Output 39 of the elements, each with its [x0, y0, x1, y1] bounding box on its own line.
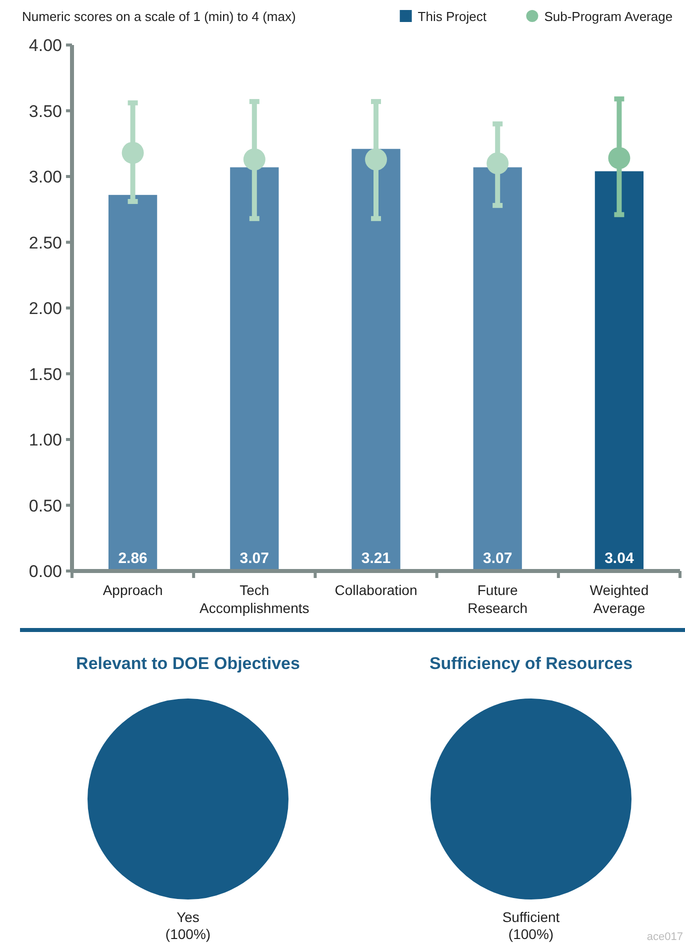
data-label: 3.04 — [604, 550, 634, 567]
point — [122, 142, 144, 164]
data-label: 3.07 — [483, 550, 512, 567]
y-tick-label: 1.00 — [28, 430, 62, 450]
point — [243, 148, 266, 170]
slice-label: Sufficient — [502, 909, 560, 925]
chart-title: Relevant to DOE Objectives — [76, 654, 300, 673]
point — [608, 147, 630, 170]
y-tick-label: 1.50 — [28, 364, 62, 384]
chart-title: Numeric scores on a scale of 1 (min) to 4 (max) — [22, 9, 296, 24]
bar — [594, 171, 644, 571]
legend-label: Sub-Program Average — [544, 9, 673, 24]
x-tick-label: Future Research — [468, 582, 528, 616]
data-label: 2.86 — [118, 550, 148, 567]
data-label: 3.07 — [240, 550, 269, 567]
y-tick-label: 3.00 — [28, 168, 62, 186]
data-label: (100%) — [508, 926, 554, 942]
slice-label: Yes — [176, 909, 200, 925]
y-tick-label: 0.50 — [28, 496, 62, 516]
legend-label: This Project — [418, 9, 487, 24]
x-tick-label: Weighted Average — [590, 582, 649, 616]
x-tick-label: Tech Accomplishments — [200, 582, 310, 616]
x-tick-label: Collaboration — [334, 582, 418, 598]
bar — [352, 148, 400, 571]
x-tick-label: Approach — [102, 582, 163, 598]
y-tick-label: 0.00 — [28, 562, 62, 581]
y-tick-label: 4.00 — [28, 36, 62, 55]
chart-title: Sufficiency of Resources — [429, 654, 633, 673]
point — [486, 152, 509, 174]
bar — [473, 167, 522, 571]
text: ace017 — [646, 931, 683, 943]
y-tick-label: 3.50 — [28, 102, 62, 121]
point — [365, 148, 387, 170]
bar — [108, 194, 158, 571]
y-tick-label: 2.50 — [28, 233, 62, 252]
data-label: 3.21 — [361, 550, 391, 567]
data-label: (100%) — [165, 926, 211, 942]
bar — [230, 167, 279, 571]
y-tick-label: 2.00 — [28, 299, 62, 318]
